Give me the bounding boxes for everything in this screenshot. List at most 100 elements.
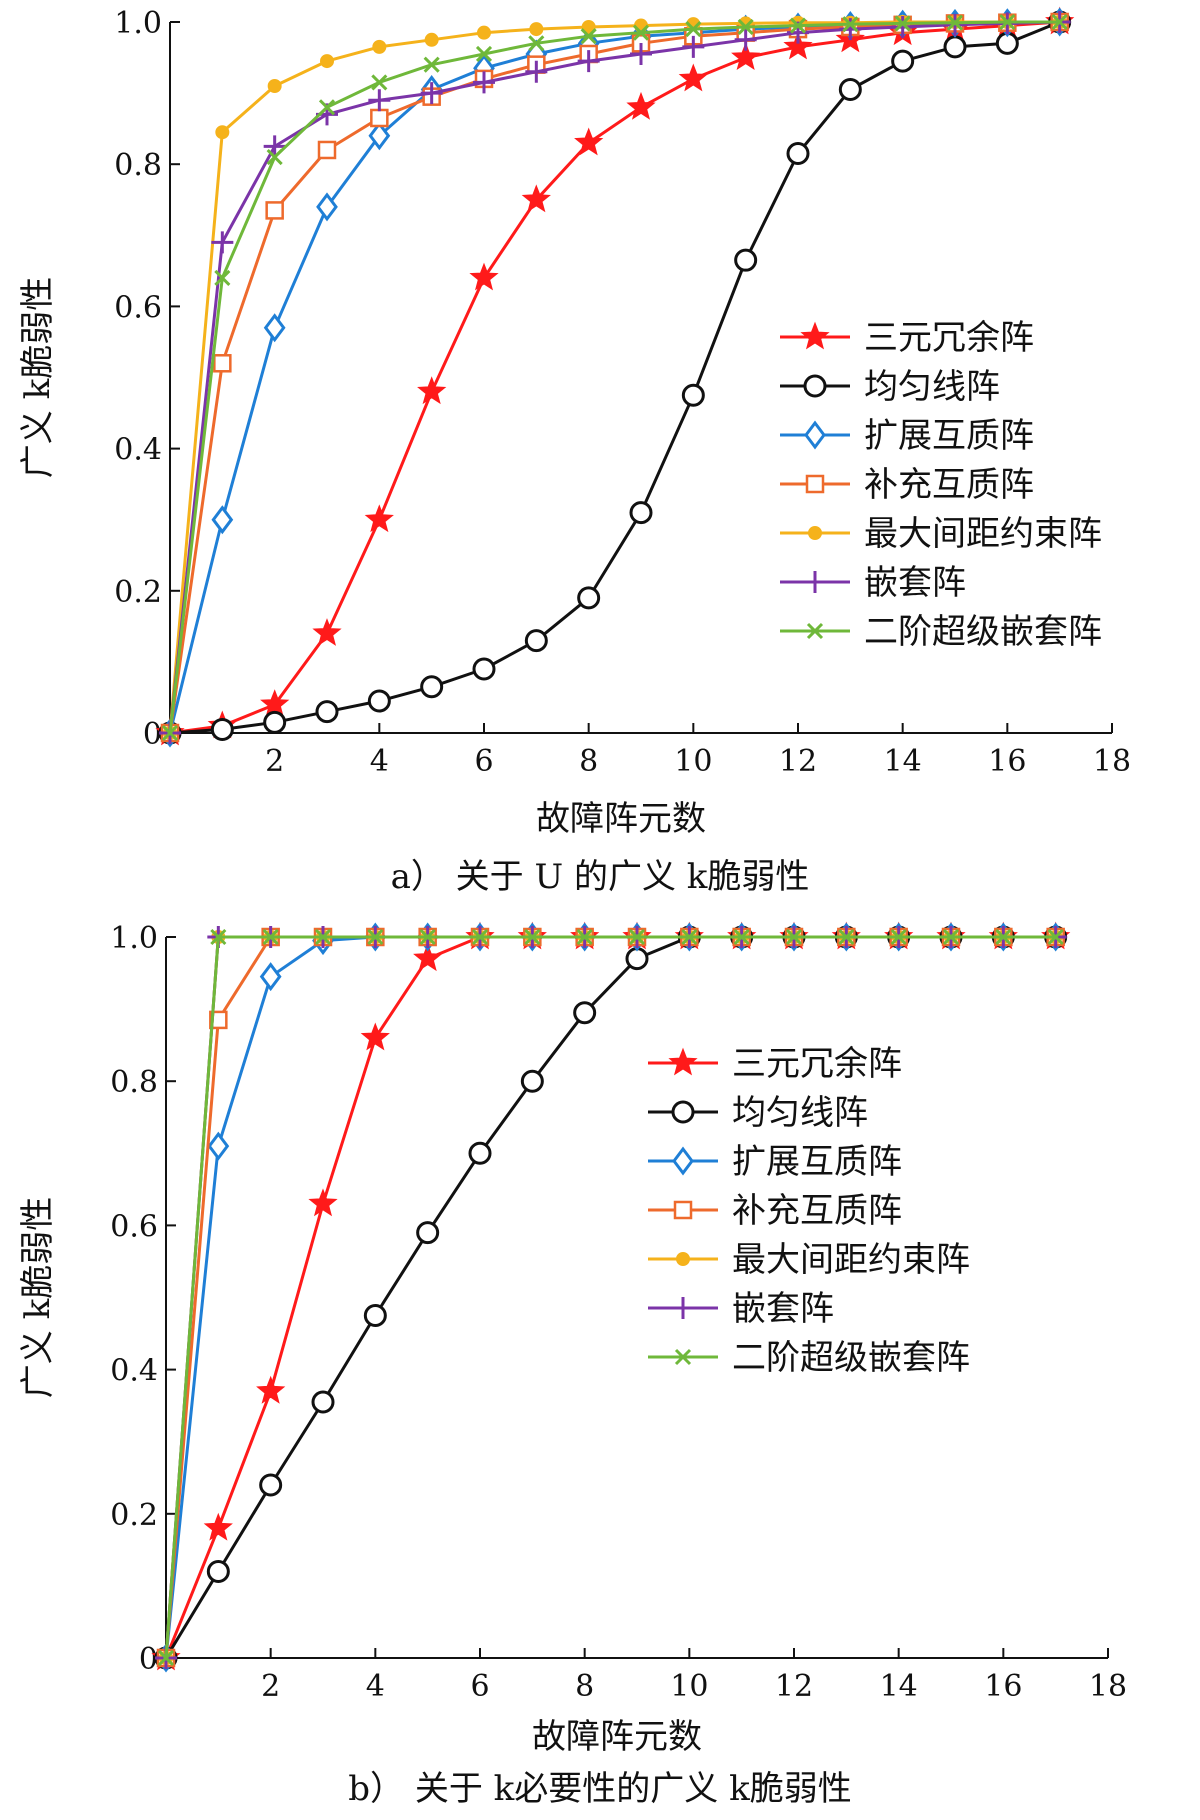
data-point <box>262 928 279 946</box>
legend-marker <box>674 1348 692 1366</box>
data-point <box>423 56 440 73</box>
data-point <box>946 14 964 31</box>
x-tick-label: 10 <box>674 744 712 779</box>
data-point <box>368 89 391 112</box>
x-tick-label: 4 <box>370 744 389 779</box>
series-6 <box>161 13 1068 742</box>
data-point <box>577 50 600 73</box>
data-point <box>256 1375 286 1404</box>
data-point <box>891 49 915 73</box>
data-point <box>525 60 548 83</box>
legend-label: 扩展互质阵 <box>732 1142 902 1182</box>
data-point <box>315 700 339 724</box>
x-tick-label: 10 <box>670 1669 708 1704</box>
legend-label: 嵌套阵 <box>732 1289 834 1329</box>
data-point <box>368 121 391 151</box>
data-point <box>419 928 436 946</box>
series-line <box>168 20 1060 734</box>
legend-label: 扩展互质阵 <box>864 416 1034 456</box>
legend-marker <box>804 571 826 593</box>
x-tick-label: 2 <box>261 1669 280 1704</box>
series-4 <box>159 930 1063 1665</box>
legend-label: 补充互质阵 <box>864 465 1034 505</box>
data-point <box>737 18 754 36</box>
data-point <box>1047 928 1064 946</box>
data-point <box>420 82 443 105</box>
data-point <box>311 1390 335 1414</box>
data-point <box>524 629 548 653</box>
data-point <box>210 717 234 741</box>
legend-marker <box>806 622 824 640</box>
x-tick-label: 2 <box>265 744 284 779</box>
x-tick-label: 16 <box>988 744 1026 779</box>
data-point <box>477 25 491 40</box>
y-tick-label: 1.0 <box>114 6 162 41</box>
data-point <box>320 54 334 69</box>
data-point <box>157 1649 175 1667</box>
data-point <box>678 63 708 92</box>
data-point <box>944 13 966 36</box>
x-tick-label: 6 <box>474 744 493 779</box>
panel-caption: b） 关于 k必要性的广义 k脆弱性 <box>348 1769 851 1809</box>
series-line <box>164 935 1056 1659</box>
data-point <box>318 99 336 116</box>
x-tick-label: 18 <box>1089 1669 1127 1704</box>
data-point <box>574 127 604 156</box>
data-point <box>420 675 444 699</box>
x-axis-label: 故障阵元数 <box>532 1717 702 1757</box>
x-tick-label: 4 <box>366 1669 385 1704</box>
data-point <box>367 928 384 946</box>
series-0 <box>151 921 1071 1671</box>
data-point <box>625 947 649 971</box>
series-line <box>164 935 1056 1659</box>
data-point <box>573 1001 597 1025</box>
data-point <box>789 17 807 34</box>
data-point <box>312 618 342 646</box>
data-point <box>999 13 1016 31</box>
data-point <box>469 262 499 291</box>
data-point <box>838 928 855 946</box>
series-2 <box>155 922 1067 1673</box>
data-point <box>942 928 960 946</box>
data-point <box>209 1010 228 1030</box>
series-3 <box>156 927 1065 1668</box>
y-tick-label: 0.4 <box>110 1354 158 1389</box>
data-point <box>890 928 907 946</box>
y-axis-label: 广义 k脆弱性 <box>18 1197 58 1398</box>
data-point <box>783 31 813 60</box>
legend-label: 二阶超级嵌套阵 <box>732 1338 970 1378</box>
data-point <box>581 19 596 34</box>
y-tick-label: 1.0 <box>110 921 158 956</box>
legend-marker <box>805 474 825 494</box>
data-point <box>267 78 282 93</box>
data-point <box>367 689 391 713</box>
x-tick-label: 18 <box>1093 744 1131 779</box>
x-tick-label: 12 <box>779 744 817 779</box>
data-point <box>577 586 601 610</box>
data-point <box>521 184 551 213</box>
data-point <box>203 1512 233 1541</box>
legend-marker <box>672 1297 694 1319</box>
data-point <box>424 32 439 47</box>
data-point <box>630 42 652 65</box>
y-tick-label: 0 <box>139 1642 158 1677</box>
data-point <box>213 354 232 373</box>
data-point <box>316 192 338 222</box>
series-line <box>164 935 1056 1659</box>
series-line <box>164 935 1056 1659</box>
y-axis-label: 广义 k脆弱性 <box>18 277 58 478</box>
legend-label: 三元冗余阵 <box>732 1044 902 1084</box>
legend-label: 三元冗余阵 <box>864 318 1034 358</box>
data-point <box>215 125 230 140</box>
data-point <box>211 505 234 535</box>
data-point <box>211 231 234 254</box>
x-tick-label: 14 <box>880 1669 918 1704</box>
data-point <box>364 504 394 533</box>
data-point <box>839 18 862 41</box>
y-tick-label: 0.4 <box>114 433 162 468</box>
legend-label: 二阶超级嵌套阵 <box>864 612 1102 652</box>
legend-marker <box>803 374 827 398</box>
